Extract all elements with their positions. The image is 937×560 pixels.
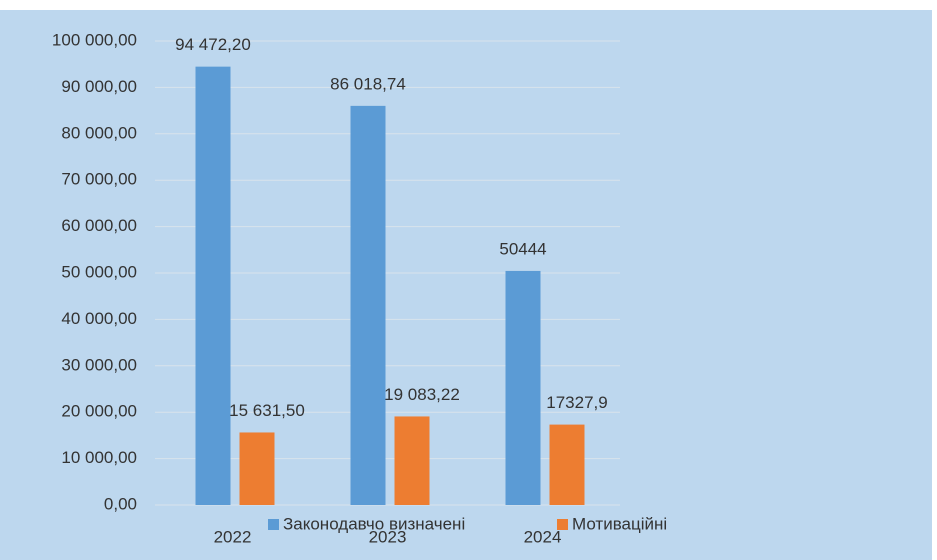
y-tick-label: 70 000,00 [61,170,137,189]
bar [350,105,386,505]
y-tick-label: 30 000,00 [61,355,137,374]
data-label: 94 472,20 [175,35,251,54]
x-tick-label: 2023 [369,527,407,546]
legend-label: Мотиваційні [572,514,667,533]
data-label: 86 018,74 [330,74,406,93]
data-label: 15 631,50 [229,401,305,420]
bar [394,416,430,505]
bar [239,432,275,505]
legend-swatch [268,519,279,530]
y-tick-label: 40 000,00 [61,309,137,328]
data-label: 17327,9 [546,393,607,412]
y-tick-label: 20 000,00 [61,402,137,421]
legend-label: Законодавчо визначені [283,514,465,533]
y-tick-label: 60 000,00 [61,216,137,235]
y-tick-label: 0,00 [104,494,137,513]
bar [549,424,585,505]
data-label: 50444 [499,239,546,258]
data-label: 19 083,22 [384,385,460,404]
y-tick-label: 10 000,00 [61,448,137,467]
y-tick-label: 100 000,00 [52,30,137,49]
x-tick-label: 2024 [524,527,562,546]
bar [195,66,231,506]
legend-swatch [557,519,568,530]
y-tick-label: 80 000,00 [61,123,137,142]
x-tick-label: 2022 [214,527,252,546]
chart-background [0,10,932,560]
bar [505,270,541,505]
y-tick-label: 50 000,00 [61,262,137,281]
y-tick-label: 90 000,00 [61,77,137,96]
